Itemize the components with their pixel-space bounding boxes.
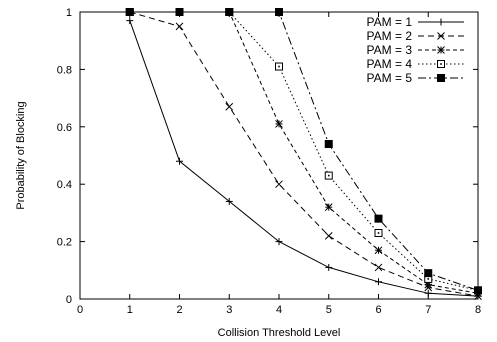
legend-entry: PAM = 5 xyxy=(367,71,464,85)
legend-label: PAM = 4 xyxy=(367,57,413,71)
data-point xyxy=(225,197,233,205)
data-point xyxy=(275,62,283,71)
plot-area: 0 1 2 3 4 5 6 7 8 0 0.2 0.4 0.6 0.8 1 xyxy=(57,7,482,316)
legend-marker xyxy=(437,18,445,26)
x-axis-label: Collision Threshold Level xyxy=(218,327,341,339)
data-point xyxy=(225,102,234,111)
x-tick-label: 8 xyxy=(475,304,481,316)
data-point xyxy=(374,263,383,272)
marker-part xyxy=(374,214,383,223)
x-tick-label: 6 xyxy=(375,304,381,316)
marker-part xyxy=(225,102,234,111)
x-tick-label: 2 xyxy=(176,304,182,316)
legend-entry: PAM = 3 xyxy=(367,43,464,57)
marker-part xyxy=(424,269,433,278)
legend-label: PAM = 1 xyxy=(367,15,413,29)
series-4 xyxy=(125,8,482,295)
x-tick-label: 7 xyxy=(425,304,431,316)
series-line xyxy=(129,11,479,297)
marker-part xyxy=(437,46,445,54)
legend-label: PAM = 3 xyxy=(367,43,413,57)
y-tick-label: 0.2 xyxy=(57,237,72,249)
data-point xyxy=(275,120,283,128)
marker-part xyxy=(175,22,184,31)
series-line xyxy=(129,11,479,291)
data-point xyxy=(374,228,383,237)
legend-marker xyxy=(437,60,445,68)
legend-entry: PAM = 1 xyxy=(367,15,464,29)
marker-part xyxy=(275,120,283,128)
data-point xyxy=(325,263,333,271)
data-point xyxy=(175,8,184,16)
y-tick-label: 0.4 xyxy=(57,179,72,191)
legend-entry: PAM = 4 xyxy=(367,57,464,71)
marker-part xyxy=(324,140,333,149)
data-point xyxy=(374,246,383,255)
legend-label: PAM = 2 xyxy=(367,29,413,43)
data-point xyxy=(324,171,333,180)
data-point xyxy=(375,278,382,286)
marker-part xyxy=(327,174,330,177)
marker-part xyxy=(377,232,380,234)
data-point xyxy=(125,8,134,16)
data-point xyxy=(374,214,383,223)
x-tick-label: 1 xyxy=(127,304,133,316)
legend-label: PAM = 5 xyxy=(367,71,413,85)
series-line xyxy=(129,11,479,291)
series-5 xyxy=(125,8,482,295)
x-tick-label: 4 xyxy=(276,304,282,316)
data-point xyxy=(275,8,283,16)
marker-part xyxy=(324,232,333,240)
data-point xyxy=(175,22,184,31)
data-point xyxy=(324,203,333,212)
x-tick-label: 3 xyxy=(226,304,232,316)
data-point xyxy=(176,157,183,165)
marker-part xyxy=(324,203,333,212)
y-axis-label: Probability of Blocking xyxy=(15,101,27,209)
marker-part xyxy=(374,246,383,255)
y-tick-label: 0.6 xyxy=(57,122,72,134)
series-1 xyxy=(126,17,482,300)
y-tick-label: 0 xyxy=(66,294,72,306)
legend-marker xyxy=(437,32,445,40)
series-3 xyxy=(125,8,482,298)
series-2 xyxy=(125,8,482,300)
data-point xyxy=(275,180,283,189)
x-tick-label: 0 xyxy=(77,304,83,316)
legend-marker xyxy=(437,74,445,82)
data-point xyxy=(225,8,234,16)
series-line xyxy=(129,20,479,297)
y-tick-label: 0.8 xyxy=(57,64,72,76)
marker-part xyxy=(278,65,280,68)
data-point xyxy=(324,232,333,240)
series-line xyxy=(129,11,479,294)
plot-frame xyxy=(79,11,479,300)
data-point xyxy=(474,286,482,295)
marker-part xyxy=(437,74,445,82)
data-point xyxy=(126,17,134,25)
marker-part xyxy=(275,8,283,16)
marker-part xyxy=(427,278,430,280)
data-point xyxy=(275,238,283,246)
marker-part xyxy=(125,8,134,16)
data-point xyxy=(324,140,333,149)
marker-part xyxy=(474,286,482,295)
x-tick-label: 5 xyxy=(326,304,332,316)
marker-part xyxy=(374,263,383,272)
legend-marker xyxy=(437,46,445,54)
marker-part xyxy=(175,8,184,16)
data-point xyxy=(424,289,432,297)
marker-part xyxy=(225,8,234,16)
marker-part xyxy=(275,180,283,189)
marker-part xyxy=(437,32,445,40)
data-point xyxy=(424,269,433,278)
y-tick-label: 1 xyxy=(66,7,72,19)
legend-entry: PAM = 2 xyxy=(367,29,464,43)
marker-part xyxy=(440,63,442,65)
